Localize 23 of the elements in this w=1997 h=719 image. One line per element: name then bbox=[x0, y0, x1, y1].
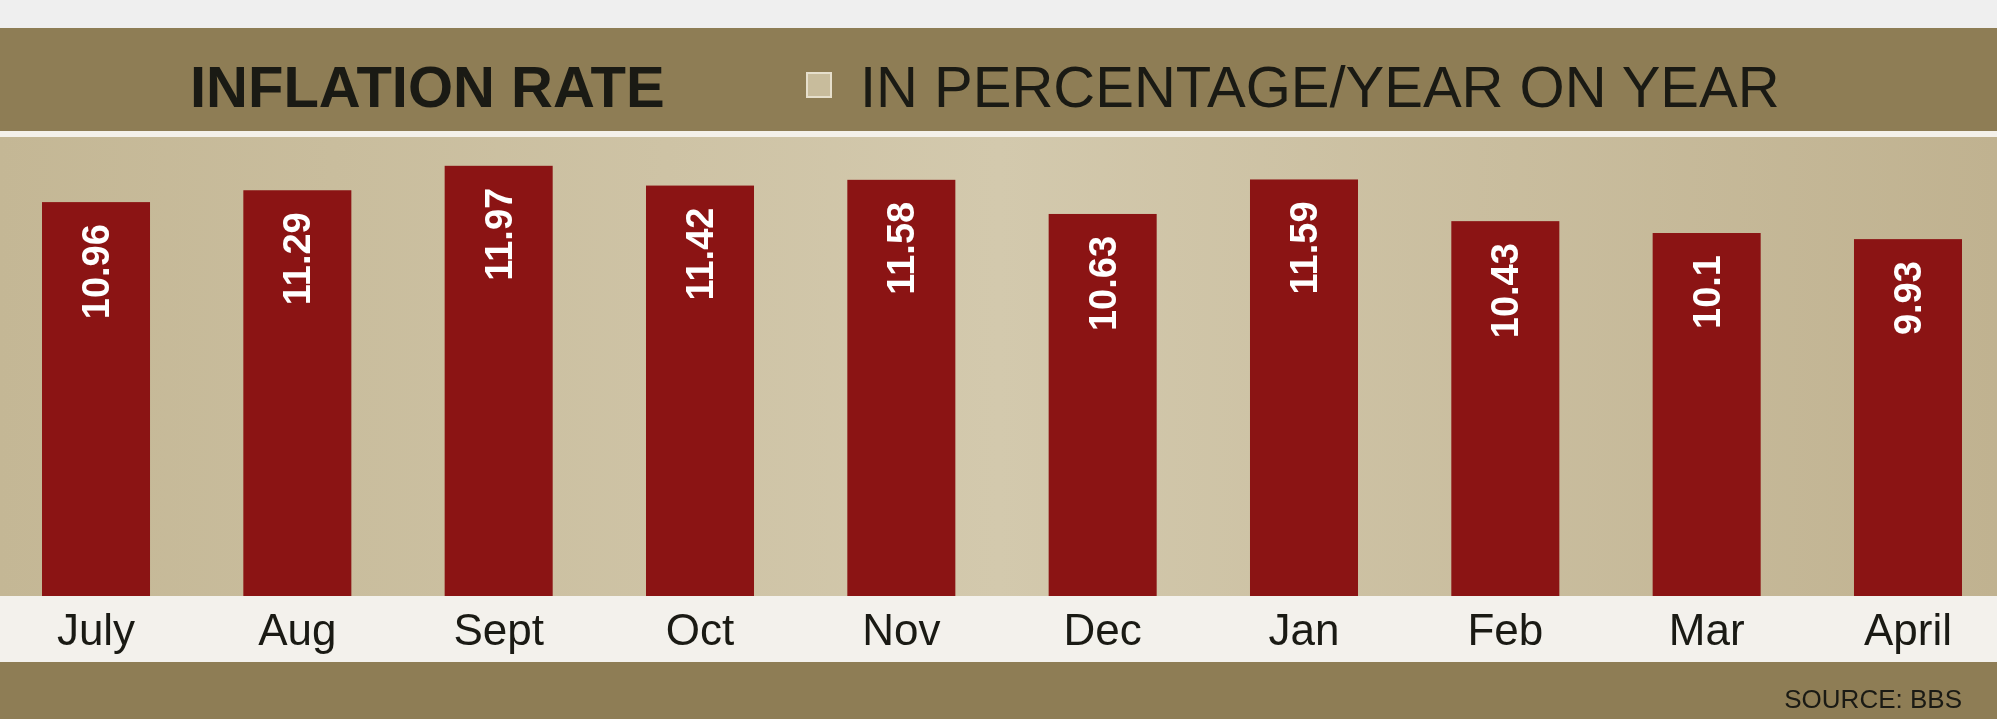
x-tick-label: Oct bbox=[665, 605, 735, 654]
x-tick-label: July bbox=[56, 605, 136, 654]
chart-title: INFLATION RATE bbox=[190, 54, 665, 119]
source-note: SOURCE: BBS bbox=[1784, 684, 1962, 714]
data-label: 11.42 bbox=[679, 207, 721, 301]
x-tick-label: Nov bbox=[862, 605, 941, 654]
chart-subtitle: IN PERCENTAGE/YEAR ON YEAR bbox=[860, 54, 1780, 119]
x-tick-label: Mar bbox=[1668, 605, 1745, 654]
x-tick-label: Sept bbox=[453, 605, 544, 654]
data-label: 11.29 bbox=[276, 212, 319, 306]
x-tick-label: Jan bbox=[1268, 605, 1340, 654]
data-label: 10.63 bbox=[1081, 235, 1124, 332]
data-label: 11.58 bbox=[880, 201, 923, 295]
data-label: 9.93 bbox=[1886, 261, 1929, 336]
x-tick-label: Dec bbox=[1063, 605, 1142, 654]
data-label: 10.1 bbox=[1685, 255, 1728, 329]
data-label: 11.59 bbox=[1283, 201, 1325, 295]
x-tick-label: Feb bbox=[1467, 605, 1544, 654]
data-label: 10.43 bbox=[1484, 243, 1527, 339]
data-label: 11.97 bbox=[477, 187, 520, 281]
x-tick-label: April bbox=[1863, 605, 1953, 654]
x-tick-label: Aug bbox=[258, 605, 337, 654]
data-label: 10.96 bbox=[75, 224, 118, 320]
